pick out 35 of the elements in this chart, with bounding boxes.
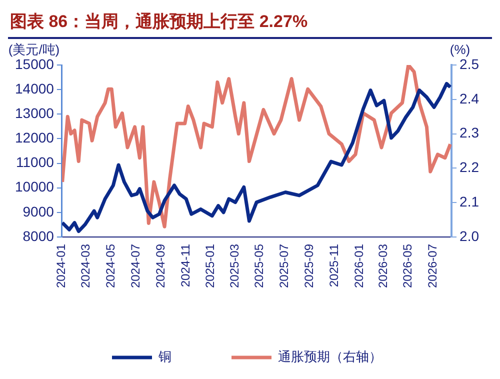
y2-tick-label: 2.4 xyxy=(460,90,480,106)
y-axis-title: (美元/吨) xyxy=(8,42,60,58)
legend-label: 铜 xyxy=(158,349,172,364)
x-tick-label: 2025-03 xyxy=(227,244,242,288)
x-tick-label: 2026-07 xyxy=(426,244,440,288)
x-tick-label: 2024-07 xyxy=(128,244,142,288)
x-tick-label: 2026-05 xyxy=(400,244,415,288)
x-tick-label: 2025-05 xyxy=(252,244,266,288)
y2-tick-label: 2.0 xyxy=(460,228,480,244)
x-tick-label: 2024-11 xyxy=(178,244,192,288)
y-tick-label: 11000 xyxy=(16,154,54,170)
legend-label: 通胀预期（右轴） xyxy=(278,349,382,364)
y2-tick-label: 2.5 xyxy=(460,56,480,72)
x-tick-label: 2024-01 xyxy=(54,244,68,288)
y2-tick-label: 2.2 xyxy=(460,159,480,176)
x-tick-label: 2024-03 xyxy=(78,244,93,288)
y-tick-label: 15000 xyxy=(14,56,54,72)
x-tick-label: 2025-09 xyxy=(302,244,316,288)
y-tick-label: 12000 xyxy=(14,130,54,146)
x-tick-label: 2024-05 xyxy=(104,244,118,288)
y2-axis-title: (%) xyxy=(450,42,470,58)
x-tick-label: 2025-11 xyxy=(327,244,342,288)
chart-title: 图表 86：当周，通胀预期上行至 2.27% xyxy=(8,8,492,39)
y-tick-label: 13000 xyxy=(14,104,54,121)
y2-tick-label: 2.3 xyxy=(460,124,480,141)
x-tick-label: 2026-03 xyxy=(376,244,390,288)
y2-tick-label: 2.1 xyxy=(460,193,480,210)
y-tick-label: 14000 xyxy=(14,80,54,96)
x-tick-label: 2024-09 xyxy=(154,244,168,288)
x-tick-label: 2025-01 xyxy=(203,244,218,288)
y-tick-label: 10000 xyxy=(14,178,54,195)
x-tick-label: 2026-01 xyxy=(352,244,366,288)
x-tick-label: 2025-07 xyxy=(276,244,291,288)
y-tick-label: 8000 xyxy=(22,228,54,244)
y-tick-label: 9000 xyxy=(22,203,54,220)
